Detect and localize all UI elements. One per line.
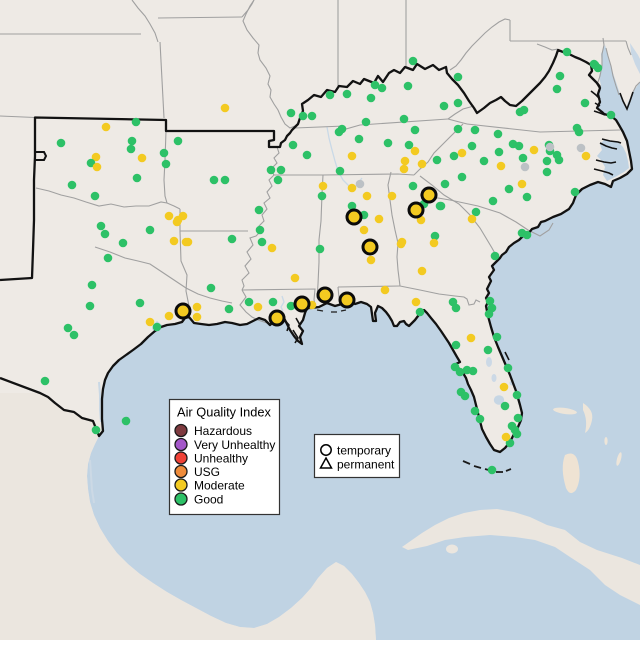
svg-text:Hazardous: Hazardous [194, 424, 252, 438]
svg-text:Moderate: Moderate [194, 479, 245, 493]
svg-text:Air Quality Index: Air Quality Index [177, 405, 271, 420]
svg-text:permanent: permanent [337, 458, 395, 472]
svg-text:Very Unhealthy: Very Unhealthy [194, 438, 275, 452]
svg-text:USG: USG [194, 465, 220, 479]
svg-text:Good: Good [194, 493, 223, 507]
svg-text:Unhealthy: Unhealthy [194, 452, 248, 466]
svg-text:temporary: temporary [337, 444, 391, 458]
